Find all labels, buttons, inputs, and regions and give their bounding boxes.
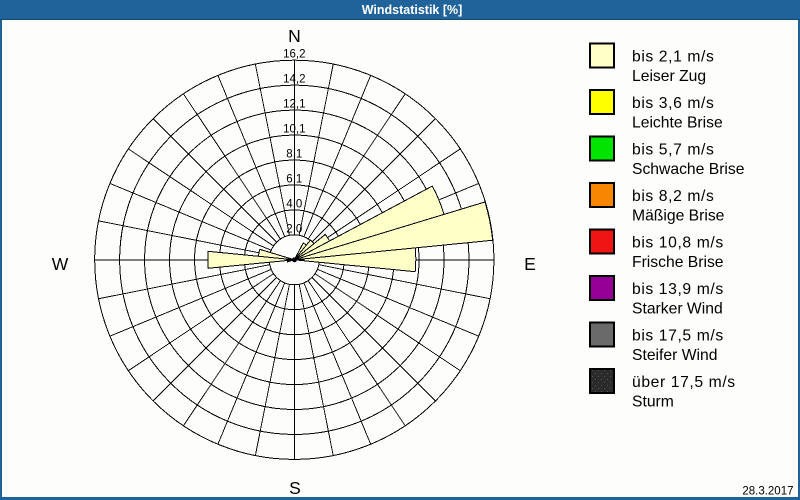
svg-text:N: N [288,26,301,46]
svg-text:14,2: 14,2 [283,74,305,86]
svg-text:bis 17,5 m/s: bis 17,5 m/s [632,328,724,345]
svg-text:Sturm: Sturm [632,393,674,410]
svg-text:bis 10,8 m/s: bis 10,8 m/s [632,235,724,252]
svg-text:bis 5,7 m/s: bis 5,7 m/s [632,142,714,159]
svg-text:über 17,5 m/s: über 17,5 m/s [632,374,736,391]
svg-text:28.3.2017: 28.3.2017 [742,486,793,498]
svg-text:Leiser Zug: Leiser Zug [632,68,706,85]
svg-text:12,1: 12,1 [283,99,305,111]
svg-text:Windstatistik [%]: Windstatistik [%] [362,3,463,17]
svg-text:bis 3,6 m/s: bis 3,6 m/s [632,95,714,112]
svg-text:bis 2,1 m/s: bis 2,1 m/s [632,49,714,66]
svg-text:4,0: 4,0 [286,198,302,210]
svg-text:6,1: 6,1 [286,173,302,185]
svg-text:W: W [52,254,69,274]
svg-text:S: S [289,478,301,498]
svg-text:Frische Brise: Frische Brise [632,254,724,271]
svg-text:Schwache Brise: Schwache Brise [632,161,745,178]
svg-text:16,2: 16,2 [283,49,305,61]
svg-text:E: E [524,254,536,274]
svg-text:Steifer Wind: Steifer Wind [632,347,717,364]
svg-text:bis 13,9 m/s: bis 13,9 m/s [632,281,724,298]
svg-text:8,1: 8,1 [286,148,302,160]
svg-text:Leichte Brise: Leichte Brise [632,114,723,131]
svg-text:10,1: 10,1 [283,124,305,136]
svg-text:2,0: 2,0 [286,223,302,235]
svg-text:Mäßige Brise: Mäßige Brise [632,207,725,224]
svg-text:Starker Wind: Starker Wind [632,300,723,317]
svg-text:bis 8,2 m/s: bis 8,2 m/s [632,188,714,205]
